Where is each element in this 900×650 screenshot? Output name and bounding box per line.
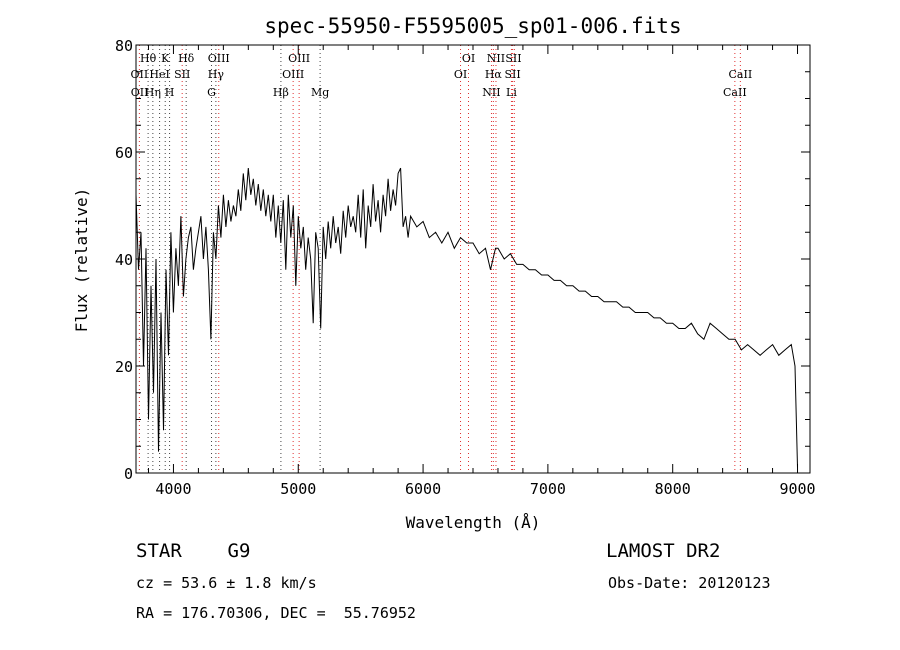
line-label: SII (174, 68, 190, 81)
line-label: Li (506, 86, 517, 99)
x-tick-label: 7000 (530, 480, 566, 498)
x-tick-label: 9000 (779, 480, 815, 498)
chart-title: spec-55950-F5595005_sp01-006.fits (264, 14, 681, 38)
x-tick-label: 4000 (155, 480, 191, 498)
line-label: Hβ (273, 86, 289, 99)
y-tick-label: 60 (115, 144, 133, 162)
line-markers (138, 45, 741, 473)
line-label: OIII (282, 68, 304, 81)
line-label: HeI (149, 68, 169, 81)
y-tick-label: 80 (115, 37, 133, 55)
observation-date: Obs-Date: 20120123 (608, 574, 771, 592)
line-label: OI (454, 68, 467, 81)
line-label: OI (462, 52, 475, 65)
line-label: CaII (723, 86, 747, 99)
line-labels: Hθ OII OII K HeI Hη H Hδ SII OIII Hγ G OIII OIII Hβ Mg O… (131, 52, 753, 99)
line-label: CaII (729, 68, 753, 81)
line-label: G (207, 86, 216, 99)
coordinates: RA = 176.70306, DEC = 55.76952 (136, 604, 416, 622)
spectrum-series (135, 167, 798, 468)
spectrum-line (135, 167, 798, 468)
line-label: SII (505, 52, 521, 65)
line-label: OII (131, 68, 149, 81)
line-label: OIII (288, 52, 310, 65)
redshift-velocity: cz = 53.6 ± 1.8 km/s (136, 574, 317, 592)
line-label: OIII (208, 52, 230, 65)
line-label: NII (482, 86, 500, 99)
y-tick-label: 20 (115, 358, 133, 376)
line-label: SII (504, 68, 520, 81)
line-label: Hθ (140, 52, 157, 65)
line-label: Hα (485, 68, 503, 81)
line-label: Hη (145, 86, 161, 99)
survey-name: LAMOST DR2 (606, 540, 721, 562)
line-label: Hδ (178, 52, 195, 65)
line-label: NII (487, 52, 505, 65)
y-tick-label: 0 (124, 465, 133, 483)
y-axis-label: Flux (relative) (72, 188, 91, 333)
x-tick-label: 6000 (405, 480, 441, 498)
line-label: Hγ (208, 68, 225, 81)
axis-ticks: 4000 5000 6000 7000 8000 9000 0 20 40 60 80 (115, 37, 816, 498)
x-axis-label: Wavelength (Å) (406, 513, 541, 532)
object-class: STAR G9 (136, 540, 251, 562)
plot-frame (135, 44, 811, 474)
y-tick-label: 40 (115, 251, 133, 269)
line-label: K (161, 52, 170, 65)
x-tick-label: 8000 (655, 480, 691, 498)
x-tick-label: 5000 (280, 480, 316, 498)
line-label: H (165, 86, 175, 99)
line-label: OII (131, 86, 149, 99)
line-label: Mg (311, 86, 329, 99)
